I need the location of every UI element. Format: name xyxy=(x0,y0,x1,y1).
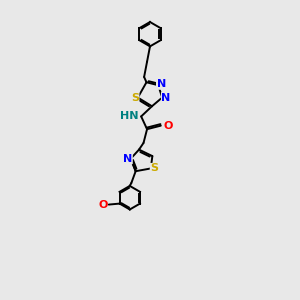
Text: O: O xyxy=(98,200,107,210)
Text: S: S xyxy=(150,164,158,173)
Text: N: N xyxy=(161,93,171,103)
Text: HN: HN xyxy=(120,111,139,122)
Text: O: O xyxy=(163,121,173,131)
Text: N: N xyxy=(157,79,166,89)
Text: N: N xyxy=(123,154,132,164)
Text: S: S xyxy=(131,93,139,103)
